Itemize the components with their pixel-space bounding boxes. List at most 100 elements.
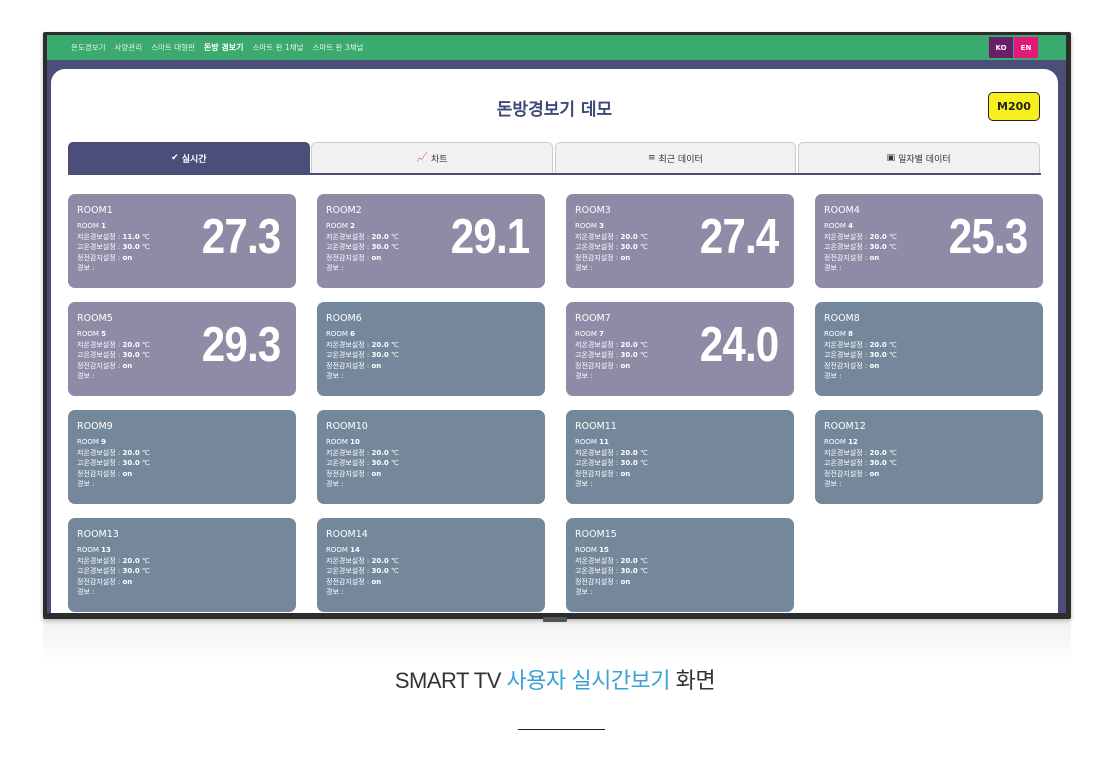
- caption: SMART TV 사용자 실시간보기 화면: [0, 663, 1110, 695]
- alarm-status: 경보 :: [77, 264, 95, 272]
- low-alarm-setting: 저온경보설정 : 20.0 ℃: [575, 448, 648, 457]
- power-detect-setting: 정전감지설정 : on: [824, 361, 880, 370]
- room-name: ROOM1: [77, 205, 113, 216]
- room-card[interactable]: ROOM10 ROOM 10 저온경보설정 : 20.0 ℃ 고온경보설정 : 30.…: [317, 410, 545, 504]
- room-name: ROOM15: [575, 529, 617, 540]
- alarm-status: 경보 :: [575, 588, 593, 596]
- lang-ko-button[interactable]: KO: [989, 37, 1013, 58]
- nav-item[interactable]: 스마트 대형판: [151, 43, 195, 52]
- high-alarm-setting: 고온경보설정 : 30.0 ℃: [575, 243, 648, 251]
- high-alarm-setting: 고온경보설정 : 30.0 ℃: [326, 351, 399, 359]
- room-card[interactable]: ROOM7 ROOM 7 저온경보설정 : 20.0 ℃ 고온경보설정 : 30.0 …: [566, 302, 794, 396]
- room-name: ROOM2: [326, 205, 362, 216]
- room-card[interactable]: ROOM5 ROOM 5 저온경보설정 : 20.0 ℃ 고온경보설정 : 30.0 …: [68, 302, 296, 396]
- high-alarm-setting: 고온경보설정 : 30.0 ℃: [326, 567, 399, 575]
- low-alarm-setting: 저온경보설정 : 20.0 ℃: [575, 556, 648, 565]
- room-number: ROOM 11: [575, 438, 609, 446]
- power-detect-setting: 정전감지설정 : on: [575, 361, 631, 370]
- alarm-status: 경보 :: [77, 588, 95, 596]
- alarm-status: 경보 :: [326, 264, 344, 272]
- view-tabs: ✔ 실시간 📈 차트 ≡ 최근 데이터 ▣ 일자별 데이터: [68, 142, 1041, 175]
- room-number: ROOM 2: [326, 222, 356, 230]
- alarm-status: 경보 :: [575, 480, 593, 488]
- room-name: ROOM7: [575, 313, 611, 324]
- room-name: ROOM14: [326, 529, 368, 540]
- power-detect-setting: 정전감지설정 : on: [326, 469, 382, 478]
- high-alarm-setting: 고온경보설정 : 30.0 ℃: [326, 243, 399, 251]
- low-alarm-setting: 저온경보설정 : 20.0 ℃: [824, 448, 897, 457]
- alarm-status: 경보 :: [326, 372, 344, 380]
- power-detect-setting: 정전감지설정 : on: [824, 253, 880, 262]
- room-card[interactable]: ROOM11 ROOM 11 저온경보설정 : 20.0 ℃ 고온경보설정 : 30.…: [566, 410, 794, 504]
- temperature-readout: 29.1: [450, 210, 529, 264]
- high-alarm-setting: 고온경보설정 : 30.0 ℃: [77, 567, 150, 575]
- room-card[interactable]: ROOM2 ROOM 2 저온경보설정 : 20.0 ℃ 고온경보설정 : 30.0 …: [317, 194, 545, 288]
- room-card[interactable]: ROOM6 ROOM 6 저온경보설정 : 20.0 ℃ 고온경보설정 : 30.0 …: [317, 302, 545, 396]
- room-name: ROOM9: [77, 421, 113, 432]
- tv-screen: 온도경보기 사양관리 스마트 대형판 돈방 경보기 스마트 판 1채널 스마트 판 3채널…: [47, 35, 1066, 613]
- room-number: ROOM 3: [575, 222, 605, 230]
- room-card[interactable]: ROOM14 ROOM 14 저온경보설정 : 20.0 ℃ 고온경보설정 : 30.…: [317, 518, 545, 612]
- top-nav-bar: 온도경보기 사양관리 스마트 대형판 돈방 경보기 스마트 판 1채널 스마트 판 3채널…: [47, 35, 1066, 60]
- room-name: ROOM4: [824, 205, 860, 216]
- room-card[interactable]: ROOM1 ROOM 1 저온경보설정 : 11.0 ℃ 고온경보설정 : 30.0 …: [68, 194, 296, 288]
- caption-divider: [518, 729, 605, 730]
- nav-item[interactable]: 사양관리: [114, 43, 143, 52]
- tab-3[interactable]: ≡ 최근 데이터: [554, 142, 797, 173]
- caption-highlight: 사용자 실시간보기: [506, 668, 671, 693]
- room-name: ROOM8: [824, 313, 860, 324]
- low-alarm-setting: 저온경보설정 : 20.0 ℃: [326, 340, 399, 349]
- room-card[interactable]: ROOM15 ROOM 15 저온경보설정 : 20.0 ℃ 고온경보설정 : 30.…: [566, 518, 794, 612]
- room-card[interactable]: ROOM13 ROOM 13 저온경보설정 : 20.0 ℃ 고온경보설정 : 30.…: [68, 518, 296, 612]
- tab-icon: ▣: [886, 153, 896, 163]
- alarm-status: 경보 :: [824, 264, 842, 272]
- power-detect-setting: 정전감지설정 : on: [77, 469, 133, 478]
- low-alarm-setting: 저온경보설정 : 20.0 ℃: [824, 340, 897, 349]
- room-card[interactable]: ROOM4 ROOM 4 저온경보설정 : 20.0 ℃ 고온경보설정 : 30.0 …: [815, 194, 1043, 288]
- alarm-status: 경보 :: [326, 480, 344, 488]
- power-detect-setting: 정전감지설정 : on: [575, 253, 631, 262]
- alarm-status: 경보 :: [77, 372, 95, 380]
- tab-label: 일자별 데이터: [898, 154, 951, 165]
- lang-en-button[interactable]: EN: [1014, 37, 1038, 58]
- room-card[interactable]: ROOM3 ROOM 3 저온경보설정 : 20.0 ℃ 고온경보설정 : 30.0 …: [566, 194, 794, 288]
- temperature-readout: 29.3: [201, 318, 280, 372]
- room-card[interactable]: ROOM8 ROOM 8 저온경보설정 : 20.0 ℃ 고온경보설정 : 30.0 …: [815, 302, 1043, 396]
- high-alarm-setting: 고온경보설정 : 30.0 ℃: [326, 459, 399, 467]
- room-number: ROOM 9: [77, 438, 107, 446]
- tab-2[interactable]: 📈 차트: [311, 142, 553, 173]
- nav-item[interactable]: 스마트 판 3채널: [312, 43, 364, 52]
- high-alarm-setting: 고온경보설정 : 30.0 ℃: [575, 459, 648, 467]
- tab-1[interactable]: ✔ 실시간: [68, 142, 310, 173]
- high-alarm-setting: 고온경보설정 : 30.0 ℃: [575, 351, 648, 359]
- room-number: ROOM 4: [824, 222, 854, 230]
- room-name: ROOM12: [824, 421, 866, 432]
- tab-4[interactable]: ▣ 일자별 데이터: [797, 142, 1040, 173]
- room-number: ROOM 14: [326, 546, 360, 554]
- nav-item[interactable]: 스마트 판 1채널: [252, 43, 304, 52]
- room-card[interactable]: ROOM9 ROOM 9 저온경보설정 : 20.0 ℃ 고온경보설정 : 30.0 …: [68, 410, 296, 504]
- nav-item[interactable]: 돈방 경보기: [203, 43, 244, 52]
- power-detect-setting: 정전감지설정 : on: [77, 577, 133, 586]
- room-number: ROOM 13: [77, 546, 111, 554]
- power-detect-setting: 정전감지설정 : on: [77, 361, 133, 370]
- room-name: ROOM3: [575, 205, 611, 216]
- room-number: ROOM 12: [824, 438, 858, 446]
- tab-label: 실시간: [181, 154, 207, 165]
- power-detect-setting: 정전감지설정 : on: [326, 577, 382, 586]
- room-name: ROOM13: [77, 529, 119, 540]
- page-title: 돈방경보기 데모: [496, 100, 613, 120]
- low-alarm-setting: 저온경보설정 : 11.0 ℃: [77, 232, 150, 241]
- low-alarm-setting: 저온경보설정 : 20.0 ℃: [326, 556, 399, 565]
- room-name: ROOM5: [77, 313, 113, 324]
- temperature-readout: 25.3: [948, 210, 1027, 264]
- room-card[interactable]: ROOM12 ROOM 12 저온경보설정 : 20.0 ℃ 고온경보설정 : 30.…: [815, 410, 1043, 504]
- main-nav: 온도경보기 사양관리 스마트 대형판 돈방 경보기 스마트 판 1채널 스마트 판 3채널: [71, 42, 363, 53]
- temperature-readout: 27.3: [201, 210, 280, 264]
- power-detect-setting: 정전감지설정 : on: [575, 469, 631, 478]
- tab-icon: 📈: [416, 153, 428, 163]
- low-alarm-setting: 저온경보설정 : 20.0 ℃: [575, 340, 648, 349]
- nav-item[interactable]: 온도경보기: [71, 43, 106, 52]
- alarm-status: 경보 :: [824, 372, 842, 380]
- alarm-status: 경보 :: [575, 372, 593, 380]
